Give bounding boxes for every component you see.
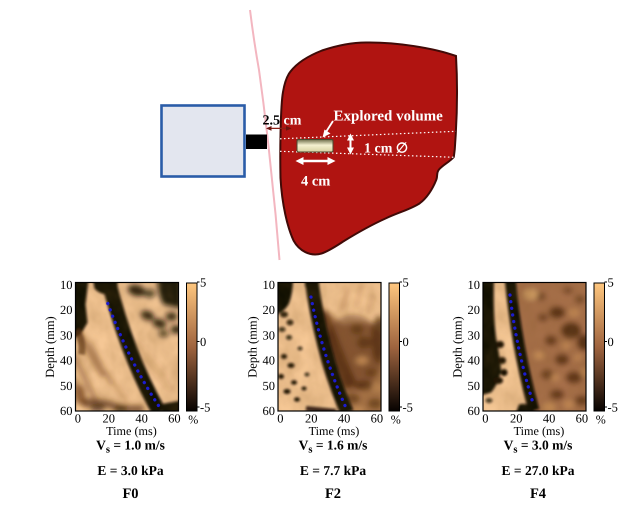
svg-text:E = 7.7 kPa: E = 7.7 kPa	[300, 463, 366, 478]
svg-text:40: 40	[263, 354, 276, 368]
svg-text:60: 60	[371, 412, 384, 426]
svg-text:50: 50	[468, 379, 481, 393]
svg-text:Time (ms): Time (ms)	[309, 424, 360, 438]
svg-text:0: 0	[277, 412, 283, 426]
svg-text:-5: -5	[200, 401, 210, 415]
svg-text:Depth (mm): Depth (mm)	[246, 316, 260, 377]
svg-text:20: 20	[60, 303, 73, 317]
svg-text:0: 0	[608, 335, 614, 349]
svg-text:%: %	[188, 413, 198, 427]
svg-text:5: 5	[403, 276, 409, 290]
svg-text:Depth (mm): Depth (mm)	[451, 316, 465, 377]
svg-text:4 cm: 4 cm	[301, 174, 330, 190]
svg-text:20: 20	[305, 412, 318, 426]
svg-text:Vs = 1.6 m/s: Vs = 1.6 m/s	[299, 438, 368, 456]
svg-text:-5: -5	[608, 401, 618, 415]
svg-text:20: 20	[468, 303, 481, 317]
svg-text:40: 40	[468, 354, 481, 368]
svg-text:Explored volume: Explored volume	[334, 109, 444, 125]
svg-text:20: 20	[510, 412, 523, 426]
svg-text:40: 40	[135, 412, 148, 426]
svg-text:50: 50	[60, 379, 73, 393]
svg-text:E = 3.0 kPa: E = 3.0 kPa	[97, 463, 163, 478]
svg-text:E = 27.0 kPa: E = 27.0 kPa	[502, 463, 575, 478]
svg-text:30: 30	[263, 328, 276, 342]
svg-text:40: 40	[338, 412, 351, 426]
svg-text:Time (ms): Time (ms)	[106, 424, 157, 438]
svg-text:60: 60	[263, 404, 276, 418]
svg-text:2.5 cm: 2.5 cm	[263, 114, 302, 129]
svg-text:0: 0	[482, 412, 488, 426]
svg-text:%: %	[391, 413, 401, 427]
svg-text:10: 10	[468, 278, 481, 292]
svg-text:60: 60	[60, 404, 73, 418]
svg-text:60: 60	[576, 412, 589, 426]
svg-text:30: 30	[60, 328, 73, 342]
svg-text:Depth (mm): Depth (mm)	[43, 316, 57, 377]
svg-text:30: 30	[468, 328, 481, 342]
svg-text:60: 60	[168, 412, 181, 426]
svg-text:%: %	[596, 413, 606, 427]
svg-text:50: 50	[263, 379, 276, 393]
svg-text:-5: -5	[403, 401, 413, 415]
svg-text:F0: F0	[122, 486, 138, 502]
svg-text:Vs = 3.0 m/s: Vs = 3.0 m/s	[504, 438, 573, 456]
svg-text:1 cm ∅: 1 cm ∅	[364, 142, 408, 157]
svg-text:Vs = 1.0 m/s: Vs = 1.0 m/s	[96, 438, 165, 456]
svg-text:20: 20	[103, 412, 116, 426]
svg-text:0: 0	[75, 412, 81, 426]
svg-text:60: 60	[468, 404, 481, 418]
svg-text:40: 40	[543, 412, 556, 426]
svg-text:0: 0	[403, 335, 409, 349]
svg-text:40: 40	[60, 354, 73, 368]
svg-text:10: 10	[60, 278, 73, 292]
svg-text:5: 5	[608, 276, 614, 290]
svg-text:F4: F4	[530, 486, 546, 502]
svg-text:0: 0	[200, 335, 206, 349]
svg-text:10: 10	[263, 278, 276, 292]
svg-text:20: 20	[263, 303, 276, 317]
svg-text:5: 5	[200, 276, 206, 290]
svg-text:F2: F2	[325, 486, 341, 502]
svg-text:Time (ms): Time (ms)	[514, 424, 565, 438]
